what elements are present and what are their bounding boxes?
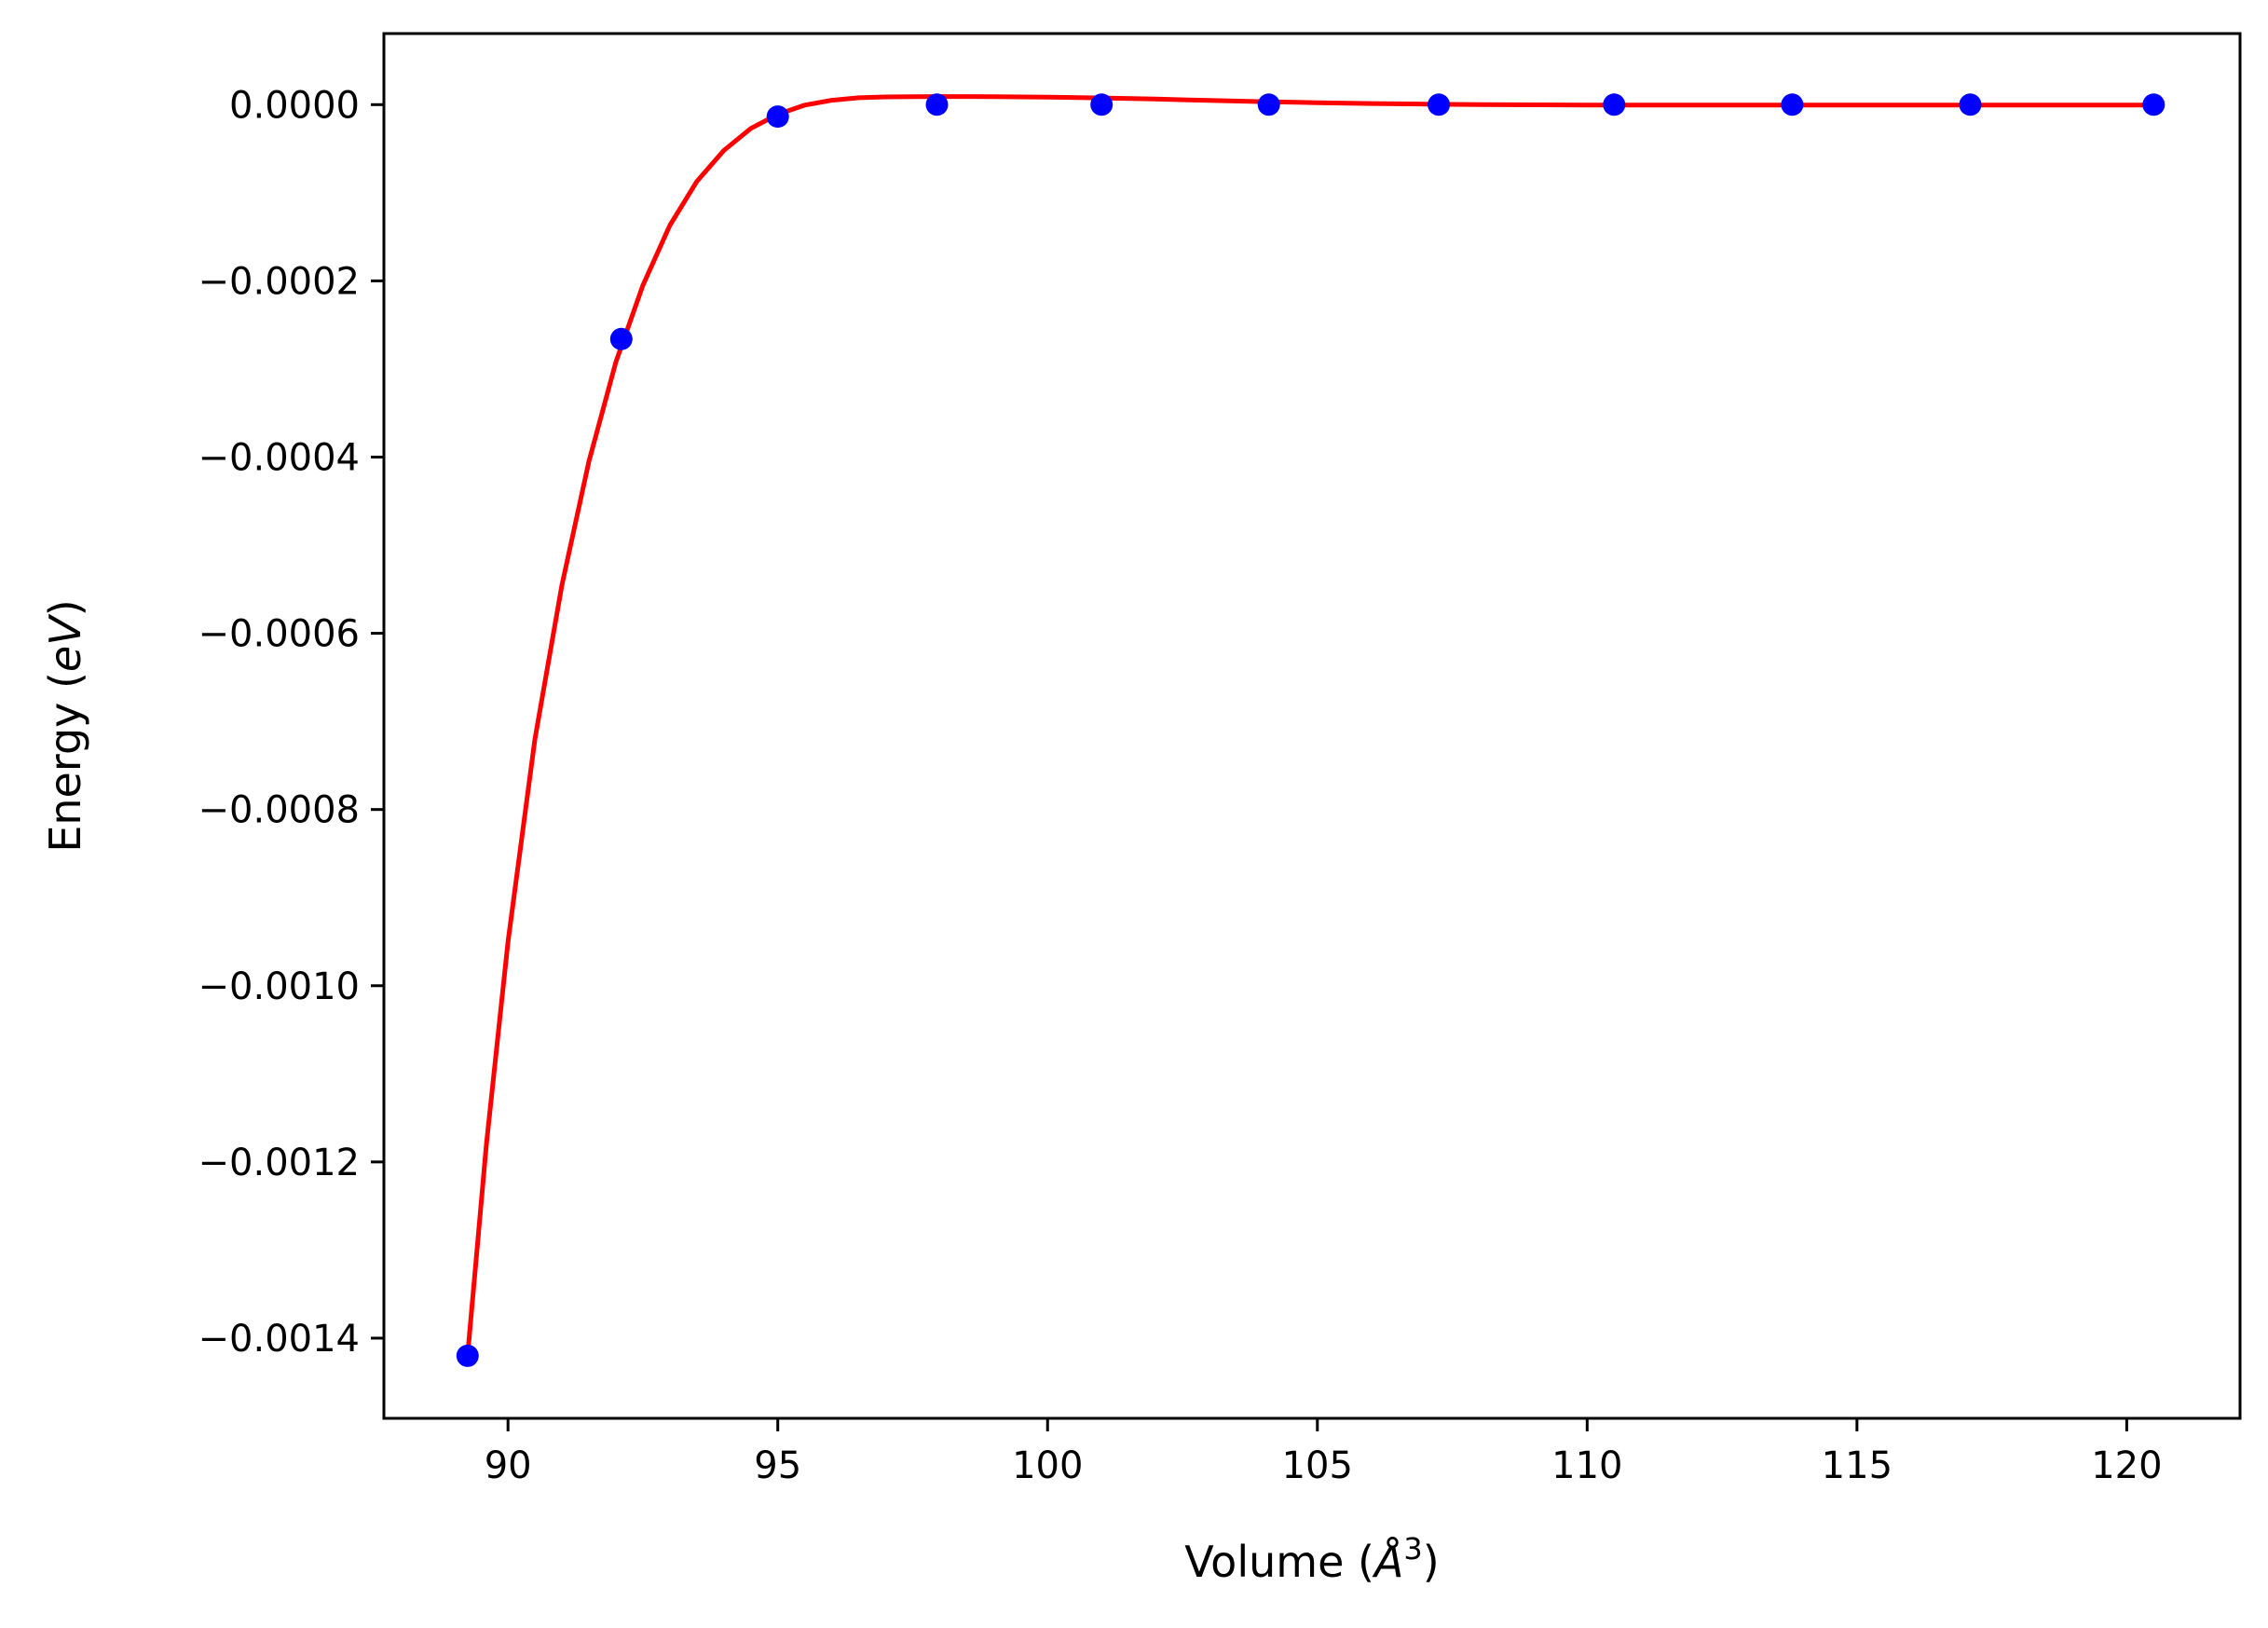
x-tick-label: 105 — [1282, 1444, 1353, 1487]
x-tick-label: 115 — [1822, 1444, 1892, 1487]
data-point — [609, 327, 633, 350]
y-tick-label: −0.0002 — [198, 260, 360, 303]
y-tick-label: 0.0000 — [229, 84, 360, 127]
x-tick-label: 95 — [754, 1444, 801, 1487]
data-point — [1428, 93, 1451, 116]
data-point — [766, 105, 789, 129]
x-tick-label: 120 — [2091, 1444, 2162, 1487]
y-axis-title-post: ) — [40, 599, 90, 616]
y-axis-title-pre: Energy ( — [40, 672, 90, 853]
x-axis-title: Volume (Å3) — [1184, 1531, 1439, 1587]
tick-layer: 90 95 100 105 110 115 120 0.0000 −0.0002 −0.0004 −… — [198, 84, 2163, 1487]
data-point — [1603, 93, 1626, 116]
x-tick-label: 110 — [1551, 1444, 1622, 1487]
y-axis-title: Energy (eV) — [40, 599, 90, 852]
x-axis-title-post: ) — [1423, 1537, 1440, 1587]
y-tick-label: −0.0014 — [198, 1318, 360, 1361]
y-tick-label: −0.0012 — [198, 1142, 360, 1184]
y-tick-label: −0.0010 — [198, 965, 360, 1008]
plot-layer — [456, 93, 2166, 1367]
data-point — [925, 93, 949, 116]
x-tick-label: 90 — [485, 1444, 532, 1487]
x-axis-title-superscript: 3 — [1403, 1531, 1422, 1566]
data-point — [1959, 93, 1982, 116]
data-point — [1090, 93, 1114, 116]
y-tick-label: −0.0006 — [198, 613, 360, 656]
y-tick-label: −0.0008 — [198, 789, 360, 832]
data-point — [2142, 93, 2166, 116]
data-point — [1257, 93, 1280, 116]
x-axis-title-symbol: Å — [1372, 1537, 1403, 1587]
x-tick-label: 100 — [1012, 1444, 1083, 1487]
y-tick-label: −0.0004 — [198, 436, 360, 479]
y-axis-title-italic: eV — [40, 613, 90, 672]
x-axis-title-pre: Volume ( — [1184, 1537, 1374, 1587]
data-point — [1781, 93, 1804, 116]
data-point — [456, 1344, 479, 1367]
plot-frame — [382, 32, 2242, 1420]
